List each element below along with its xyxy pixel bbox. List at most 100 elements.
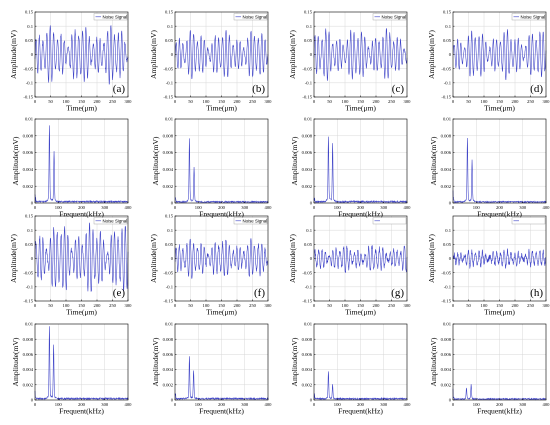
x-tick-label: 400 (404, 205, 412, 210)
x-tick-label: 150 (496, 99, 504, 104)
y-tick-label: 0.008 (302, 133, 313, 138)
x-tick-label: 200 (234, 303, 242, 308)
y-tick-label: -0.05 (163, 270, 173, 275)
y-tick-label: 0 (310, 256, 313, 261)
y-tick-label: -0.1 (26, 284, 34, 289)
y-tick-label: 0.008 (441, 133, 452, 138)
x-tick-label: 0 (34, 99, 37, 104)
y-tick-label: 0.008 (441, 337, 452, 342)
y-tick-label: -0.1 (305, 80, 313, 85)
x-tick-label: 100 (203, 303, 211, 308)
x-tick-label: 250 (388, 303, 396, 308)
x-tick-label: 50 (48, 303, 53, 308)
x-axis-label: Time(μm) (345, 308, 376, 317)
x-tick-label: 150 (496, 303, 504, 308)
x-tick-label: 300 (101, 402, 109, 407)
x-tick-label: 0 (174, 303, 177, 308)
series-line (452, 29, 547, 81)
y-tick-label: -0.1 (444, 284, 452, 289)
x-tick-label: 150 (357, 99, 365, 104)
x-tick-label: 250 (249, 303, 257, 308)
x-tick-label: 250 (109, 303, 117, 308)
legend-label: Noise Signal (243, 14, 268, 19)
series-line (313, 245, 408, 274)
legend-box (511, 217, 546, 225)
panel-13: 0 100 200 300 400 0.01 0.008 0.006 0.004 0.002 0 Fr… (11, 322, 132, 416)
y-axis-label: Amplitude(mV) (149, 234, 158, 283)
y-tick-label: 0.05 (25, 38, 34, 43)
y-tick-label: -0.05 (23, 270, 33, 275)
x-tick-label: 300 (241, 402, 249, 407)
x-tick-label: 100 (55, 402, 63, 407)
y-tick-label: 0.002 (441, 184, 452, 189)
panel-12: 0 50 100 150 200 250 300 0.1 0.05 0 -0.05 -0.1 -0.15… (427, 215, 550, 317)
x-tick-label: 100 (473, 402, 481, 407)
y-tick-label: 0.15 (25, 10, 34, 15)
x-axis-label: Frequent(kHz) (338, 210, 383, 219)
y-tick-label: 0.006 (23, 352, 34, 357)
x-tick-label: 300 (404, 99, 412, 104)
x-tick-label: 0 (313, 303, 316, 308)
panel-4: 0 50 100 150 200 250 300 0.15 0.1 0.05 0 -0.05 -0.1 -… (427, 10, 550, 113)
x-tick-label: 100 (342, 99, 350, 104)
series-line (313, 28, 408, 81)
y-tick-label: 0.05 (165, 38, 174, 43)
y-tick-label: 0.006 (163, 150, 174, 155)
x-tick-label: 100 (481, 303, 489, 308)
y-tick-label: 0.1 (445, 24, 451, 29)
y-axis-label: Amplitude(mV) (11, 337, 20, 386)
y-tick-label: 0.01 (165, 322, 174, 327)
x-tick-label: 300 (519, 205, 527, 210)
x-tick-label: 200 (357, 205, 365, 210)
y-tick-label: -0.05 (302, 270, 312, 275)
y-tick-label: 0.004 (23, 367, 34, 372)
y-tick-label: 0.05 (443, 38, 452, 43)
x-tick-label: 300 (543, 303, 550, 308)
y-tick-label: 0.004 (23, 167, 34, 172)
x-tick-label: 400 (125, 205, 133, 210)
x-tick-label: 400 (543, 402, 550, 407)
x-tick-label: 100 (473, 205, 481, 210)
y-tick-label: 0.01 (25, 322, 34, 327)
y-tick-label: 0.006 (441, 352, 452, 357)
legend-label: Noise Signal (382, 14, 407, 19)
x-tick-label: 100 (63, 303, 71, 308)
y-tick-label: 0.01 (304, 322, 313, 327)
x-tick-label: 0 (174, 205, 177, 210)
y-tick-label: -0.1 (26, 80, 34, 85)
x-axis-label: Frequent(kHz) (199, 210, 244, 219)
y-tick-label: -0.15 (302, 95, 312, 100)
y-tick-label: -0.1 (166, 284, 174, 289)
panel-5: 0 100 200 300 400 0.01 0.008 0.006 0.004 0.002 0 Fr… (11, 117, 132, 219)
legend-box (233, 217, 268, 225)
panel-6: 0 100 200 300 400 0.01 0.008 0.006 0.004 0.002 0 Fr… (151, 117, 272, 219)
y-axis-label: Amplitude(mV) (429, 337, 438, 386)
y-tick-label: 0.008 (302, 337, 313, 342)
x-tick-label: 300 (265, 99, 273, 104)
x-tick-label: 200 (373, 303, 381, 308)
y-tick-label: 0.01 (304, 117, 313, 122)
x-tick-label: 400 (404, 402, 412, 407)
y-tick-label: -0.05 (302, 66, 312, 71)
x-tick-label: 400 (265, 205, 273, 210)
y-tick-label: -0.1 (305, 284, 313, 289)
y-axis-label: Amplitude(mV) (151, 136, 160, 185)
x-tick-label: 150 (78, 99, 86, 104)
y-axis-label: Amplitude(mV) (290, 337, 299, 386)
y-tick-label: 0.1 (306, 228, 312, 233)
y-tick-label: 0.002 (163, 184, 174, 189)
x-tick-label: 200 (94, 99, 102, 104)
y-tick-label: 0 (449, 256, 452, 261)
x-tick-label: 100 (481, 99, 489, 104)
y-axis-label: Amplitude(mV) (427, 30, 436, 79)
y-tick-label: 0 (171, 52, 174, 57)
y-tick-label: 0.008 (163, 337, 174, 342)
y-tick-label: 0.006 (302, 352, 313, 357)
y-axis-label: Amplitude(mV) (288, 234, 297, 283)
y-tick-label: 0.05 (165, 242, 174, 247)
x-axis-label: Frequent(kHz) (338, 407, 383, 416)
x-tick-label: 400 (125, 402, 133, 407)
x-tick-label: 150 (357, 303, 365, 308)
x-tick-label: 100 (342, 303, 350, 308)
